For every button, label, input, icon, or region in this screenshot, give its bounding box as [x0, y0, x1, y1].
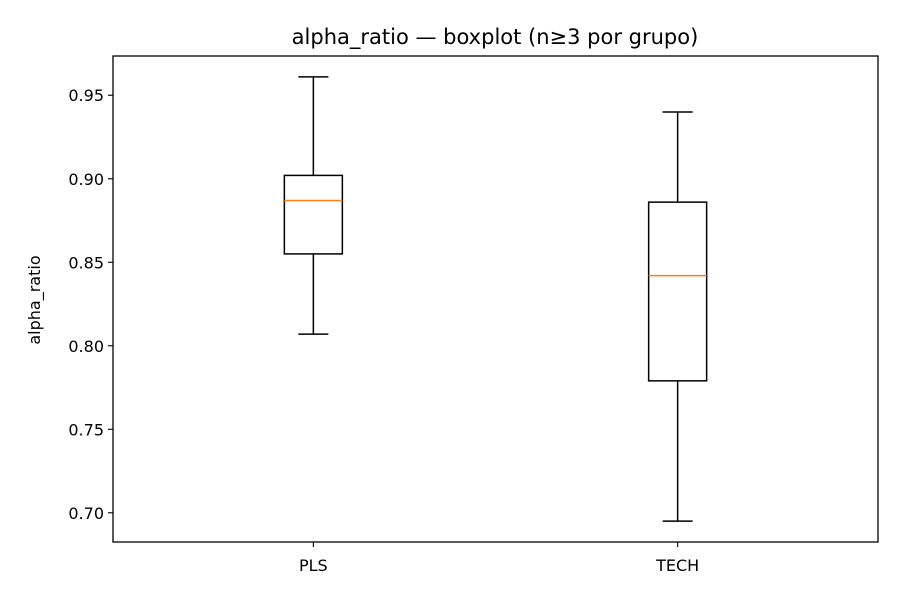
box-group-pls: [283, 76, 344, 335]
boxes: [283, 76, 708, 522]
y-axis: 0.70 0.75 0.80 0.85 0.90 0.95: [68, 86, 113, 523]
y-axis-label: alpha_ratio: [25, 255, 45, 344]
plot-frame: [112, 55, 879, 543]
iqr-box: [647, 201, 708, 382]
y-tick-label: 0.70: [68, 504, 104, 523]
y-tick-label: 0.95: [68, 86, 104, 105]
chart-title: alpha_ratio — boxplot (n≥3 por grupo): [292, 25, 699, 50]
x-axis: PLS TECH: [299, 542, 699, 575]
y-tick-label: 0.85: [68, 253, 104, 272]
x-tick-label: TECH: [655, 556, 699, 575]
iqr-box: [283, 174, 344, 255]
y-tick-label: 0.75: [68, 420, 104, 439]
y-tick-label: 0.90: [68, 170, 104, 189]
y-tick-label: 0.80: [68, 337, 104, 356]
x-tick-label: PLS: [299, 556, 328, 575]
box-group-tech: [647, 111, 708, 522]
